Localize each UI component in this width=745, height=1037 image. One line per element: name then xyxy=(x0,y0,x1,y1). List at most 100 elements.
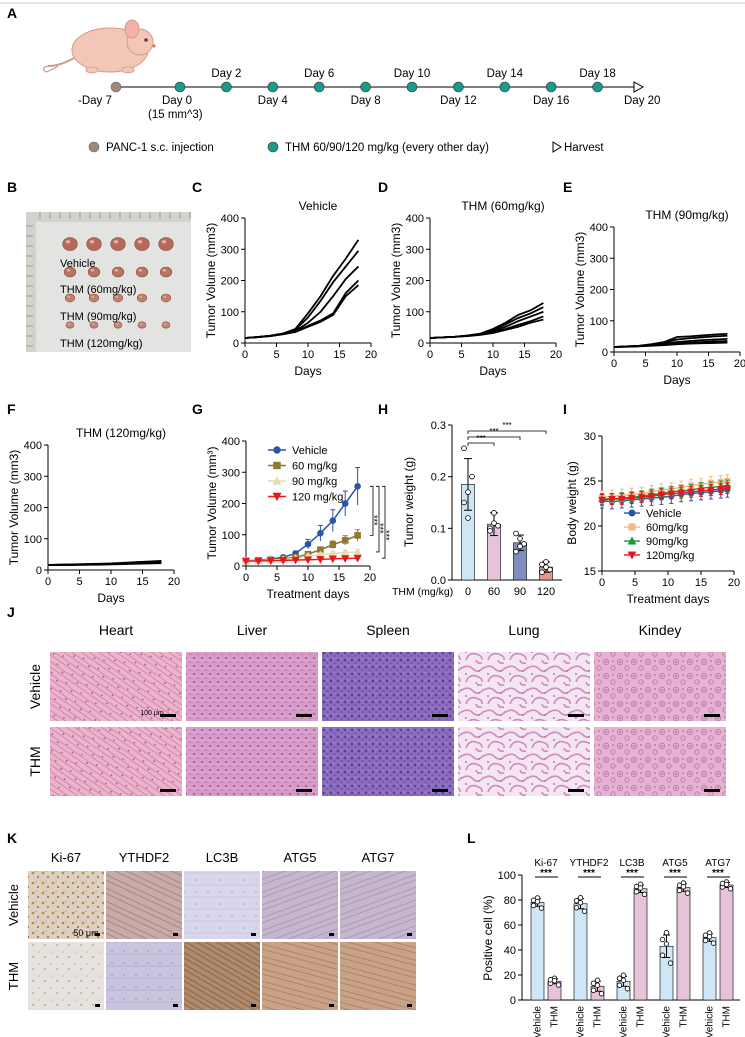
scale-bar xyxy=(160,714,176,717)
timeline-top-label: Day 10 xyxy=(394,68,430,80)
x-tick-label: 5 xyxy=(642,358,648,370)
legend-marker xyxy=(627,536,637,545)
row-label: THM xyxy=(6,962,21,990)
data-point xyxy=(354,483,361,490)
marker-label: ATG5 xyxy=(284,850,317,865)
chart-body-weight: 0 5 10 15 20 15 20 25 30 Vehicle 60mg/kg 90mg/kg 120… xyxy=(565,431,740,606)
photo-label-vehicle: Vehicle xyxy=(60,258,95,270)
y-tick-label: 0.1 xyxy=(431,523,446,535)
significance-bracket xyxy=(382,485,386,559)
x-tick-label: 20 xyxy=(364,572,376,584)
y-axis-label: Body weight (g) xyxy=(565,461,579,544)
data-point xyxy=(317,529,324,537)
timeline-start-label: -Day 7 xyxy=(78,95,112,107)
data-point xyxy=(716,486,725,494)
histology-image xyxy=(186,652,318,721)
legend-injection-label: PANC-1 s.c. injection xyxy=(106,142,214,154)
ihc-image xyxy=(340,942,416,1010)
data-point xyxy=(534,899,541,905)
bar-label: THM xyxy=(636,1006,647,1028)
bar xyxy=(676,887,691,1001)
data-point xyxy=(241,557,251,566)
data-point xyxy=(633,889,640,895)
significance-label: *** xyxy=(375,523,385,534)
tumor-highlight xyxy=(115,323,119,325)
row-label: Vehicle xyxy=(27,664,43,709)
legend-treatment-label: THM 60/90/120 mg/kg (every other day) xyxy=(285,142,489,154)
tumor-highlight xyxy=(113,240,119,244)
ihc-image xyxy=(106,942,182,1010)
tumor-highlight xyxy=(162,269,167,272)
legend-marker xyxy=(628,509,636,517)
marker-label: LC3B xyxy=(206,850,239,865)
panel-letter-j: J xyxy=(7,604,15,620)
y-axis-label: Tumor Volume (mm3) xyxy=(204,223,218,339)
x-tick-label: 10 xyxy=(662,577,674,589)
data-point xyxy=(530,902,537,909)
scale-bar xyxy=(173,933,178,936)
bar-label: Vehicle xyxy=(576,1006,587,1037)
y-tick-label: 40 xyxy=(504,945,516,957)
timeline-bottom-label: Day 8 xyxy=(351,95,381,107)
data-point xyxy=(659,952,666,958)
data-point xyxy=(590,987,597,993)
x-axis-label: Days xyxy=(663,373,690,387)
group-label: YTHDF2 xyxy=(570,858,609,869)
significance-label: *** xyxy=(669,868,681,879)
histology-image xyxy=(50,727,182,796)
scale-bar xyxy=(704,714,720,717)
tumor xyxy=(112,293,124,303)
y-tick-label: 15 xyxy=(584,566,596,578)
data-point xyxy=(543,564,549,570)
panel-letter-l: L xyxy=(467,830,476,846)
scale-bar-label: 100 μm xyxy=(140,710,164,717)
tumor xyxy=(64,293,76,303)
panel-letter-a: A xyxy=(7,5,17,21)
y-tick-label: 400 xyxy=(221,213,239,225)
data-point xyxy=(487,528,493,534)
legend-harvest-label: Harvest xyxy=(564,142,604,154)
treatment-dot xyxy=(499,81,511,93)
significance-bracket xyxy=(467,436,521,440)
timeline-day0-label: Day 0 xyxy=(162,95,192,107)
histology-image xyxy=(458,652,590,721)
data-point xyxy=(513,530,519,537)
tumor-highlight xyxy=(163,323,167,325)
y-tick-label: 300 xyxy=(221,244,239,256)
bar-label: Vehicle xyxy=(662,1006,673,1037)
histology-image xyxy=(50,652,182,721)
tumor xyxy=(86,237,102,251)
x-tick-label: 10 xyxy=(487,349,499,361)
scale-bar xyxy=(568,789,584,792)
treatment-dot xyxy=(406,81,418,93)
marker-label: ATG7 xyxy=(362,850,395,865)
y-tick-label: 200 xyxy=(590,285,608,297)
y-tick-label: 0 xyxy=(418,338,424,350)
panel-letter-h: H xyxy=(378,401,388,417)
timeline-top-label: Day 6 xyxy=(304,68,334,80)
data-point xyxy=(353,554,362,563)
treatment-dot xyxy=(453,81,464,93)
data-point xyxy=(465,489,471,495)
tumor-growth-line xyxy=(48,562,162,566)
panel-letter-e: E xyxy=(563,179,572,195)
data-point xyxy=(573,905,580,911)
tumor xyxy=(110,237,126,251)
bar-label: Vehicle xyxy=(619,1006,630,1037)
tumor xyxy=(158,237,174,251)
y-tick-label: 20 xyxy=(504,970,516,982)
y-tick-label: 100 xyxy=(222,530,240,542)
panel-letter-d: D xyxy=(378,179,388,195)
data-point xyxy=(461,499,467,506)
photo-label-60: THM (60mg/kg) xyxy=(60,284,136,296)
legend-marker xyxy=(628,523,636,531)
x-tick-label: 0 xyxy=(242,349,248,361)
y-tick-label: 30 xyxy=(584,431,596,443)
bar-label: THM xyxy=(550,1006,561,1028)
data-point xyxy=(254,557,263,566)
x-axis-label: Days xyxy=(97,591,124,605)
tumor xyxy=(134,237,150,251)
tumor xyxy=(136,293,148,303)
